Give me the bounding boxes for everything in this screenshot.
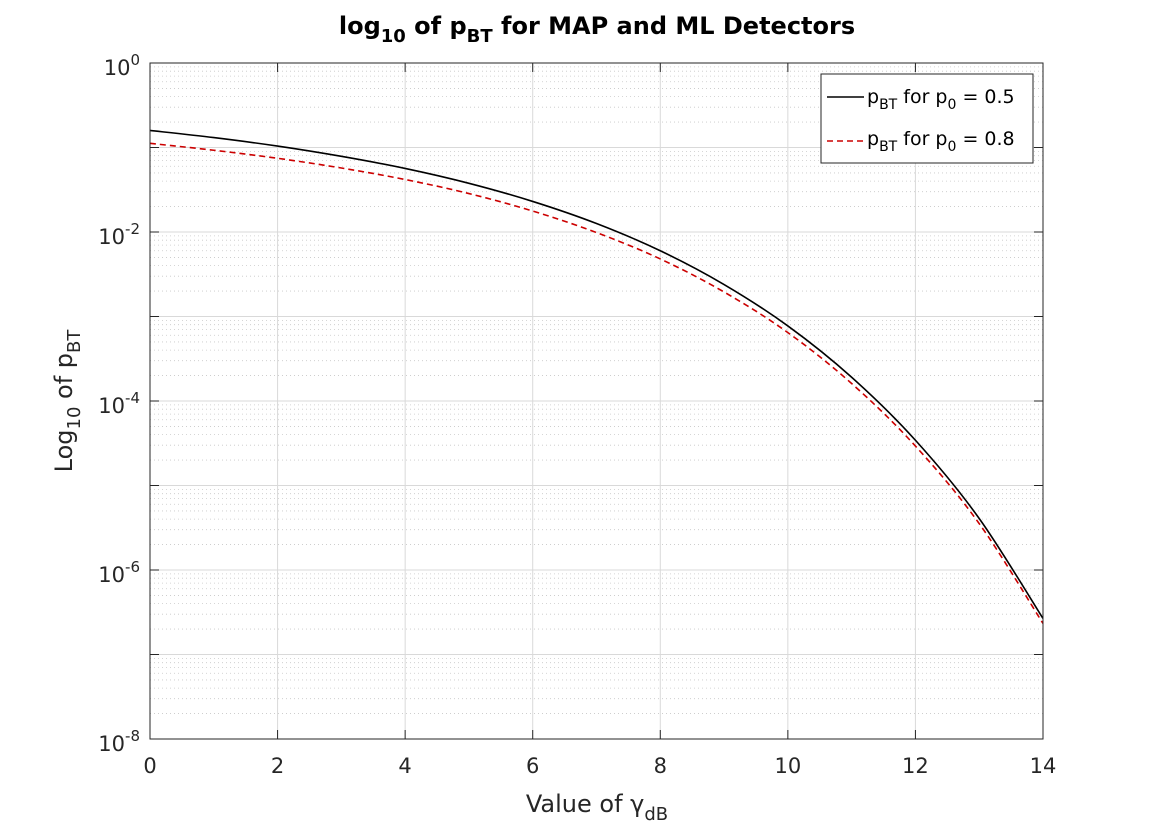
x-tick-label: 2	[271, 754, 284, 778]
x-tick-label: 8	[654, 754, 667, 778]
x-tick-label: 0	[143, 754, 156, 778]
y-axis-label: Log10 of pBT	[50, 329, 85, 473]
y-tick-label: 10-6	[98, 558, 140, 587]
series-layer	[149, 129, 1044, 624]
x-tick-label: 4	[398, 754, 411, 778]
legend: pBT for p0 = 0.5 pBT for p0 = 0.8	[820, 73, 1034, 164]
x-tick-label: 14	[1030, 754, 1057, 778]
x-tick-label: 6	[526, 754, 539, 778]
series-line-1	[149, 129, 1044, 619]
chart-title: log10 of pBT for MAP and ML Detectors	[339, 12, 855, 47]
legend-label-series-2: pBT for p0 = 0.8	[867, 128, 1015, 155]
y-tick-label: 10-2	[98, 220, 140, 249]
x-tick-labels: 0 2 4 6 8 10 12 14	[143, 754, 1056, 778]
major-grid	[150, 63, 1043, 739]
series-line-2	[149, 142, 1044, 624]
legend-box	[820, 73, 1034, 164]
minor-grid	[150, 66, 1043, 714]
y-tick-labels: 100 10-2 10-4 10-6 10-8	[98, 51, 140, 756]
y-tick-label: 10-4	[98, 389, 140, 418]
x-tick-label: 12	[902, 754, 929, 778]
y-tick-label: 10-8	[98, 727, 140, 756]
legend-label-series-1: pBT for p0 = 0.5	[867, 86, 1015, 113]
y-tick-label: 100	[104, 51, 140, 80]
x-axis-label: Value of γdB	[526, 790, 668, 825]
axes-box	[149, 62, 1044, 740]
x-tick-label: 10	[775, 754, 802, 778]
